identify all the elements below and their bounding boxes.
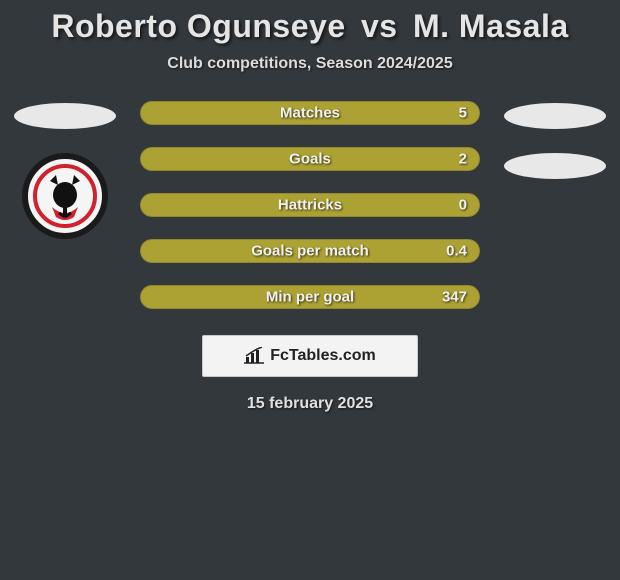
left-column xyxy=(10,101,120,239)
stat-bar-matches: Matches 5 xyxy=(140,101,480,125)
source-logo-box: FcTables.com xyxy=(202,335,418,377)
stat-bar-goals-per-match: Goals per match 0.4 xyxy=(140,239,480,263)
date-label: 15 february 2025 xyxy=(0,395,620,413)
stat-bar-hattricks: Hattricks 0 xyxy=(140,193,480,217)
devil-icon xyxy=(44,173,86,221)
stat-label: Hattricks xyxy=(278,197,342,214)
page-title: Roberto Ogunseye vs M. Masala xyxy=(0,8,620,45)
chart-icon xyxy=(244,347,264,365)
stat-value: 347 xyxy=(442,289,467,306)
right-column xyxy=(500,101,610,179)
player1-face-placeholder xyxy=(14,103,116,129)
stat-bars: Matches 5 Goals 2 Hattricks 0 Goals per … xyxy=(140,101,480,309)
stat-value: 2 xyxy=(459,151,467,168)
stat-value: 0.4 xyxy=(446,243,467,260)
stat-bar-goals: Goals 2 xyxy=(140,147,480,171)
player1-name: Roberto Ogunseye xyxy=(51,8,345,44)
stat-value: 0 xyxy=(459,197,467,214)
source-logo-text: FcTables.com xyxy=(270,347,376,365)
stat-label: Goals per match xyxy=(251,243,369,260)
main-row: Matches 5 Goals 2 Hattricks 0 Goals per … xyxy=(0,101,620,309)
subtitle: Club competitions, Season 2024/2025 xyxy=(0,55,620,73)
comparison-card: Roberto Ogunseye vs M. Masala Club compe… xyxy=(0,0,620,413)
player2-club-placeholder xyxy=(504,153,606,179)
stat-label: Goals xyxy=(289,151,331,168)
player2-face-placeholder xyxy=(504,103,606,129)
stat-value: 5 xyxy=(459,105,467,122)
player1-club-badge xyxy=(22,153,108,239)
player2-name: M. Masala xyxy=(413,8,569,44)
vs-label: vs xyxy=(361,8,398,44)
stat-bar-min-per-goal: Min per goal 347 xyxy=(140,285,480,309)
stat-label: Min per goal xyxy=(266,289,354,306)
stat-label: Matches xyxy=(280,105,340,122)
